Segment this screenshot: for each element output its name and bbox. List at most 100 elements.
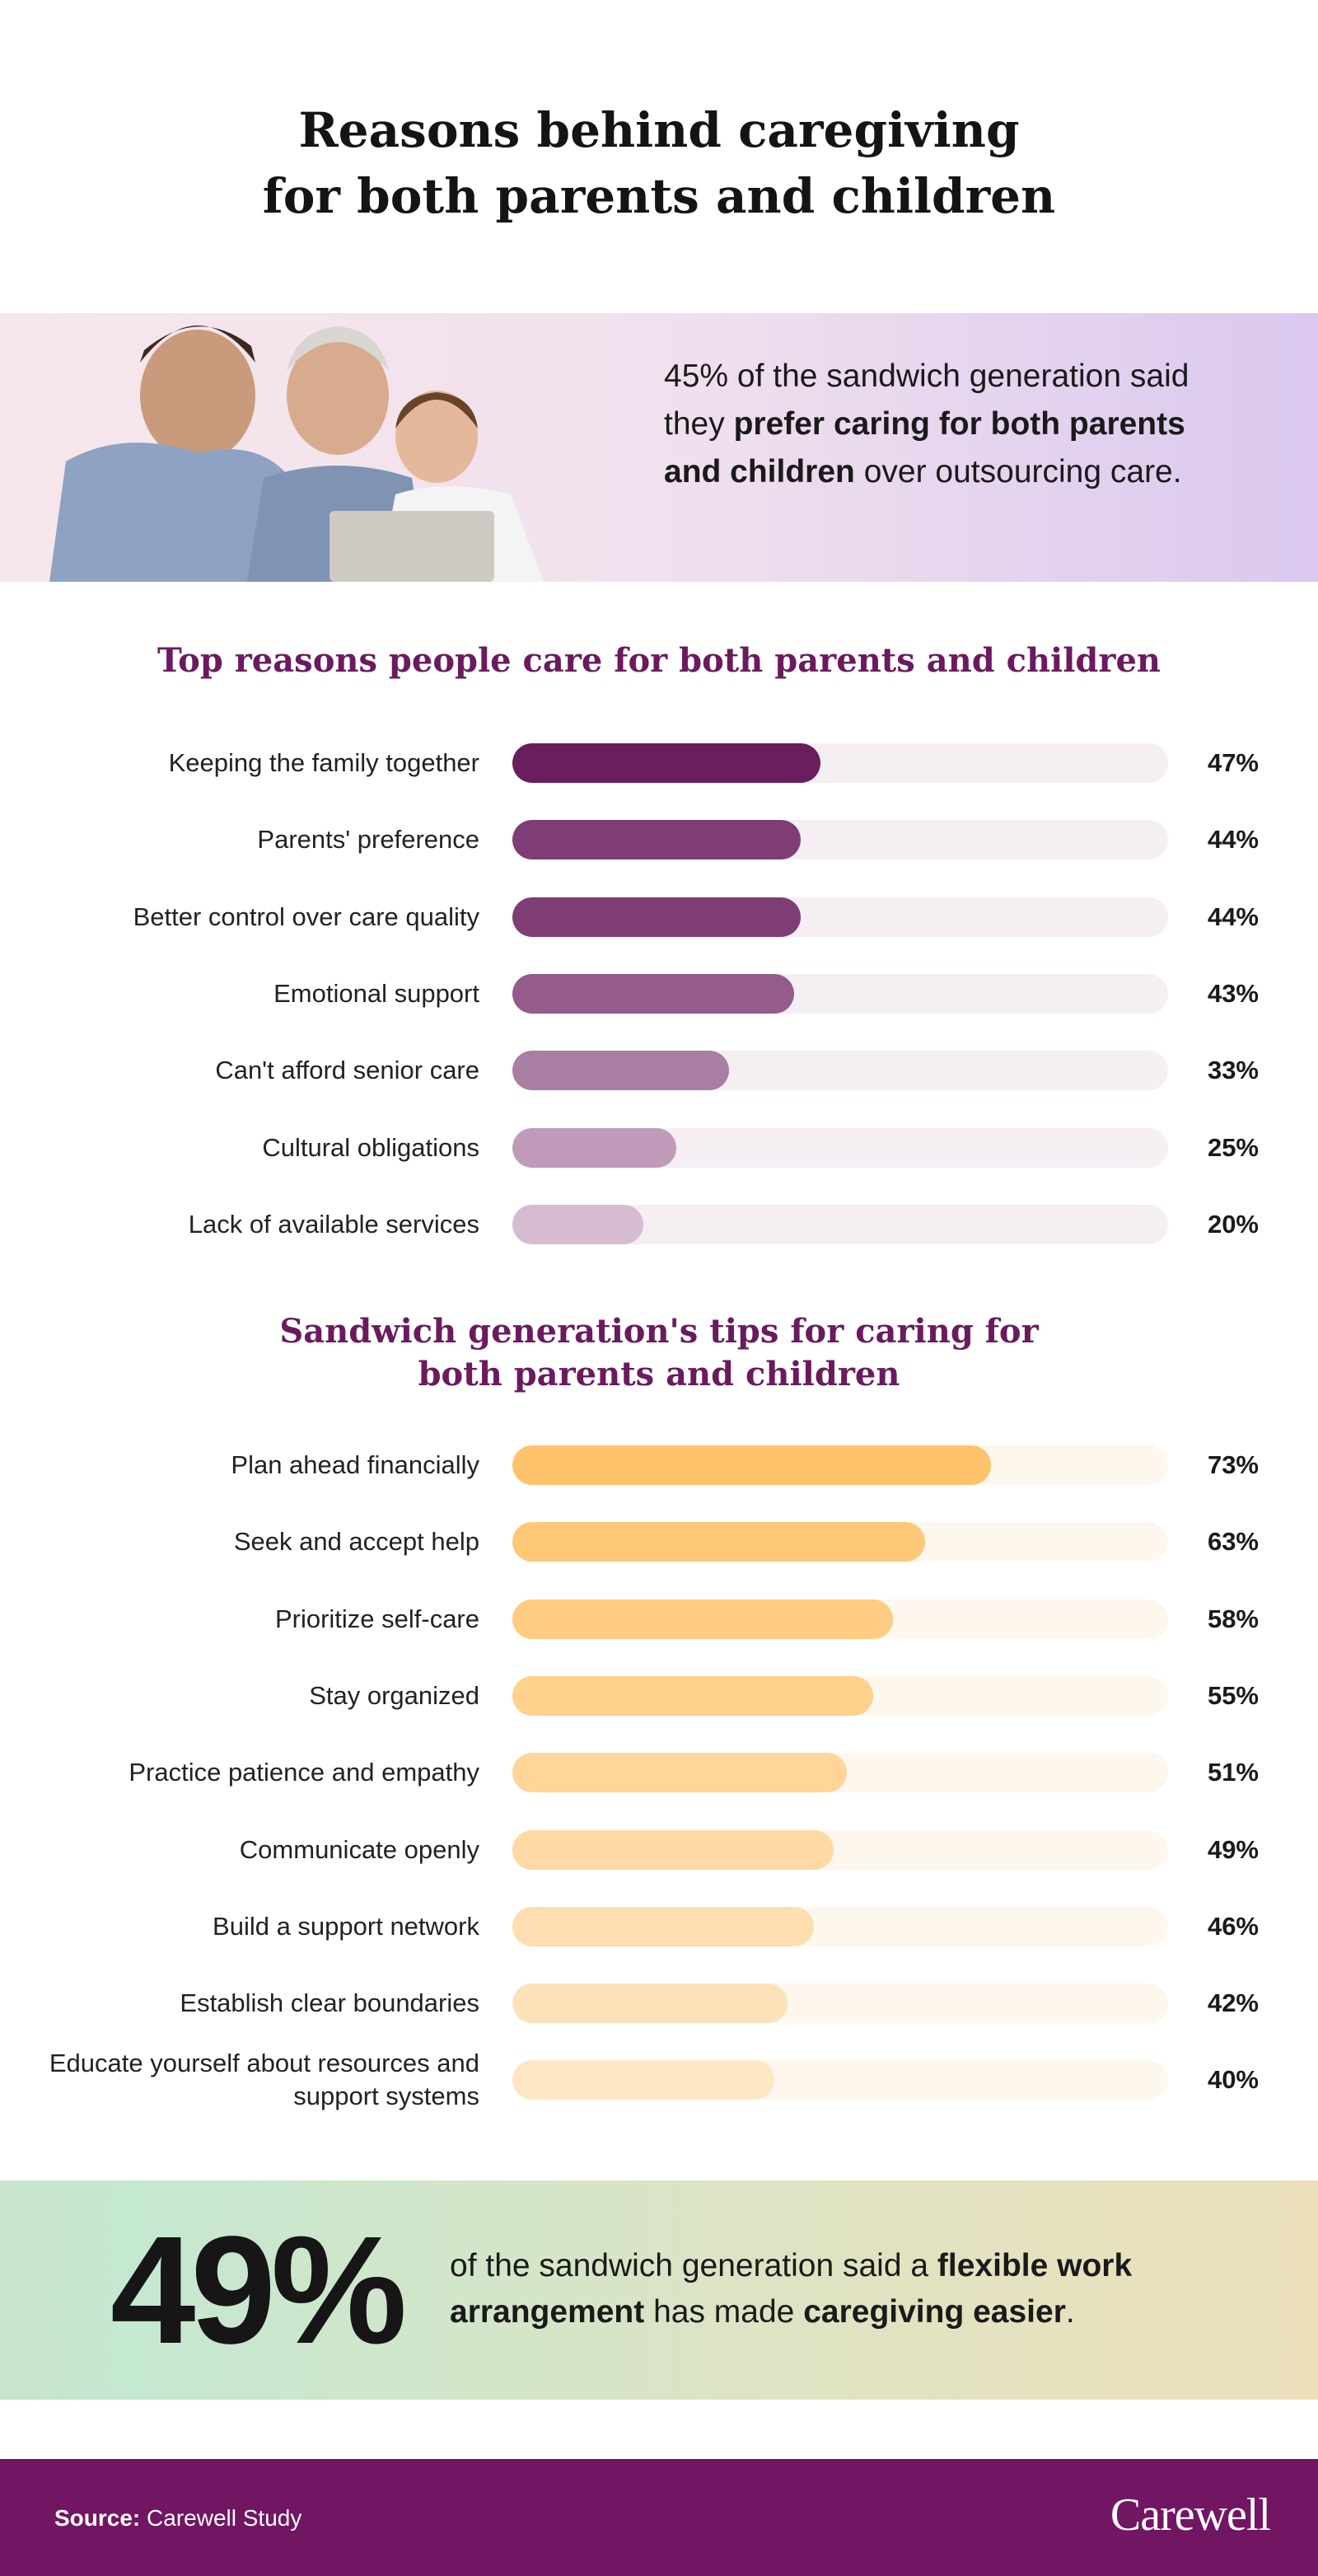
bar-row: Build a support network 46% <box>0 1902 1318 1951</box>
bar <box>512 743 821 783</box>
bar-value-label: 44% <box>1207 825 1259 855</box>
bar-track <box>512 1829 1168 1870</box>
bar-label: Establish clear boundaries <box>180 1988 479 2018</box>
bar-value-label: 44% <box>1207 902 1259 931</box>
bar-row: Stay organized 55% <box>0 1671 1318 1721</box>
bar-label: Cultural obligations <box>262 1132 479 1162</box>
bar-value-label: 47% <box>1207 748 1259 777</box>
bar-value-label: 51% <box>1207 1758 1259 1787</box>
bar-value-label: 20% <box>1207 1209 1259 1239</box>
carewell-logo: Carewell <box>1110 2489 1271 2541</box>
bar <box>512 1599 893 1639</box>
hero-text-plain: 45% of the sandwich generation said they <box>664 358 1189 442</box>
bar-value-label: 40% <box>1207 2065 1259 2095</box>
bar-row: Lack of available services 20% <box>0 1200 1318 1249</box>
bar-row: Cultural obligations 25% <box>0 1123 1318 1173</box>
bar-row: Can't afford senior care 33% <box>0 1046 1318 1095</box>
bar <box>512 1204 644 1244</box>
bar-track <box>512 1204 1168 1244</box>
bar-value-label: 55% <box>1207 1680 1259 1710</box>
bar-track <box>512 973 1168 1014</box>
bar <box>512 820 802 860</box>
bar-label: Keeping the family together <box>168 748 479 777</box>
bar-row: Practice patience and empathy 51% <box>0 1748 1318 1797</box>
bar-value-label: 63% <box>1207 1527 1259 1557</box>
bar <box>512 1445 992 1485</box>
tips-chart-title: Sandwich generation's tips for caring fo… <box>279 1312 1039 1393</box>
bar <box>512 1753 847 1793</box>
bar-value-label: 73% <box>1207 1450 1259 1479</box>
bar <box>512 1829 834 1870</box>
bar-label: Parents' preference <box>257 825 479 855</box>
page-title: Reasons behind caregiving for both paren… <box>0 97 1318 229</box>
bar <box>512 1675 873 1716</box>
stat-band <box>0 2180 1318 2400</box>
bar-row: Communicate openly 49% <box>0 1825 1318 1875</box>
bar-label: Emotional support <box>273 978 479 1008</box>
bar-row: Seek and accept help 63% <box>0 1517 1318 1567</box>
bar-track <box>512 1599 1168 1639</box>
bar-track <box>512 743 1168 783</box>
hero-text: 45% of the sandwich generation said they… <box>664 353 1241 496</box>
bar-track <box>512 1753 1168 1793</box>
family-photo <box>49 326 544 582</box>
stat-bold-1: flexible work arrangement <box>450 2248 1133 2330</box>
bar-label: Communicate openly <box>239 1834 479 1864</box>
source-label: Source: <box>54 2505 141 2531</box>
bar <box>512 1051 729 1091</box>
bar-label: Prioritize self-care <box>274 1604 479 1633</box>
bar-value-label: 46% <box>1207 1911 1259 1941</box>
bar-label: Lack of available services <box>188 1209 479 1239</box>
bar <box>512 1522 926 1562</box>
bar-track <box>512 1445 1168 1485</box>
hero-text-end: over outsourcing care. <box>854 454 1182 489</box>
bar-row: Parents' preference 44% <box>0 815 1318 864</box>
bar <box>512 973 795 1014</box>
bar-label: Plan ahead financially <box>231 1450 479 1479</box>
stat-text: of the sandwich generation said a flexib… <box>450 2243 1274 2335</box>
stat-text-3: . <box>1065 2294 1075 2330</box>
bar-track <box>512 897 1168 937</box>
bar-label: Can't afford senior care <box>215 1056 479 1085</box>
bar <box>512 1906 815 1946</box>
stat-bold-2: caregiving easier <box>803 2294 1066 2330</box>
source-value: Carewell Study <box>140 2505 302 2531</box>
bar-label: Build a support network <box>213 1911 479 1941</box>
bar-value-label: 49% <box>1207 1834 1259 1864</box>
bar-label: Better control over care quality <box>133 902 479 931</box>
bar-value-label: 58% <box>1207 1604 1259 1633</box>
bar-track <box>512 1051 1168 1091</box>
bar-value-label: 33% <box>1207 1056 1259 1085</box>
bar-track <box>512 1127 1168 1168</box>
bar-row: Better control over care quality 44% <box>0 892 1318 942</box>
bar-value-label: 43% <box>1207 978 1259 1008</box>
stat-text-1: of the sandwich generation said a <box>450 2248 937 2283</box>
source: Source: Carewell Study <box>54 2505 301 2532</box>
bar-value-label: 25% <box>1207 1132 1259 1162</box>
bar-track <box>512 1522 1168 1562</box>
bar-row: Keeping the family together 47% <box>0 738 1318 788</box>
reasons-chart-title: Top reasons people care for both parents… <box>157 641 1161 680</box>
bar-track <box>512 820 1168 860</box>
stat-big-number: 49% <box>110 2205 407 2376</box>
bar-label: Stay organized <box>309 1680 479 1710</box>
bar-track <box>512 1984 1168 2024</box>
bar-track <box>512 2060 1168 2101</box>
footer <box>0 2459 1318 2576</box>
hero-text-bold: prefer caring for both parents and child… <box>664 406 1185 489</box>
title-line-2: for both parents and children <box>262 168 1056 224</box>
bar-row: Emotional support 43% <box>0 969 1318 1019</box>
bar-row: Establish clear boundaries 42% <box>0 1979 1318 2028</box>
bar-label: Educate yourself about resources and sup… <box>49 2049 479 2111</box>
bar-track <box>512 1675 1168 1716</box>
title-line-1: Reasons behind caregiving <box>298 102 1020 158</box>
bar-row: Plan ahead financially 73% <box>0 1440 1318 1490</box>
bar <box>512 2060 775 2101</box>
bar-label: Practice patience and empathy <box>129 1758 479 1787</box>
bar-row: Prioritize self-care 58% <box>0 1595 1318 1644</box>
bar-value-label: 42% <box>1207 1988 1259 2018</box>
bar <box>512 897 802 937</box>
bar-row: Educate yourself about resources and sup… <box>0 2049 1318 2111</box>
bar-label: Seek and accept help <box>233 1527 479 1557</box>
